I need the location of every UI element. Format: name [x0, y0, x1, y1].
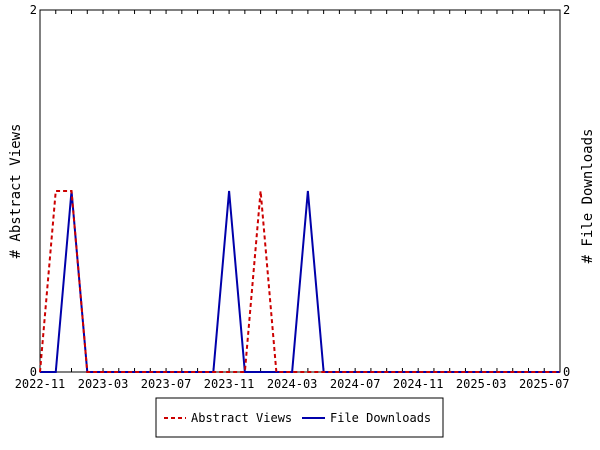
plot-area	[39, 9, 561, 373]
legend: Abstract Views File Downloads	[155, 397, 444, 438]
x-tick-label: 2025-03	[456, 377, 507, 391]
x-tick-label: 2023-07	[141, 377, 192, 391]
legend-box	[155, 397, 444, 438]
x-tick-label: 2022-11	[15, 377, 66, 391]
y-tick-label-left: 2	[30, 3, 37, 17]
x-tick-label: 2025-07	[519, 377, 570, 391]
x-tick-label: 2024-07	[330, 377, 381, 391]
x-tick-label: 2023-03	[78, 377, 129, 391]
y-axis-label-right: # File Downloads	[580, 129, 596, 264]
y-tick-label-left: 0	[30, 365, 37, 379]
y-tick-label-right: 2	[563, 3, 570, 17]
legend-label-abstract-views: Abstract Views	[191, 411, 292, 425]
series-line-file-downloads	[40, 190, 560, 373]
legend-label-file-downloads: File Downloads	[330, 411, 431, 425]
x-axis-tick-labels: 2022-11 2023-03 2023-07 2023-11 2024-03 2024-…	[15, 377, 570, 391]
x-tick-label: 2023-11	[204, 377, 255, 391]
series-lines	[39, 190, 560, 373]
x-tick-label: 2024-03	[267, 377, 318, 391]
y-axis-label-left: # Abstract Views	[8, 124, 24, 259]
y-tick-label-right: 0	[563, 365, 570, 379]
y-axis-tick-labels: 0 2 0 2	[30, 3, 570, 379]
x-tick-label: 2024-11	[393, 377, 444, 391]
